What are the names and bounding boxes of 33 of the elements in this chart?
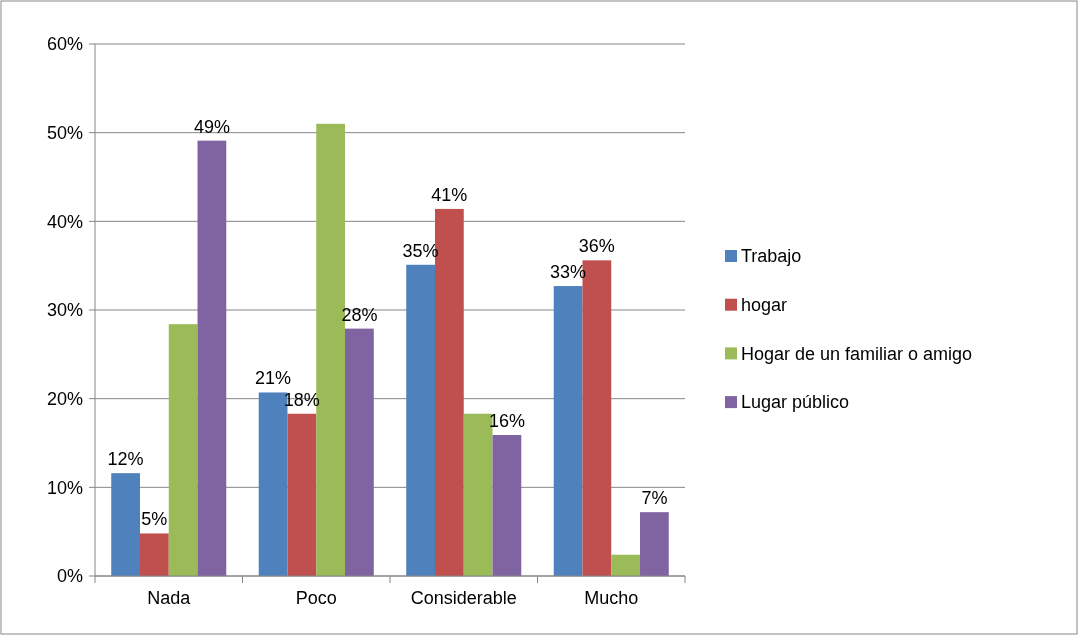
bar	[553, 286, 583, 576]
y-tick-label: 0%	[56, 566, 83, 587]
bar	[611, 554, 641, 576]
x-tick-label: Nada	[147, 588, 192, 608]
bar	[492, 435, 522, 576]
legend-label: hogar	[741, 295, 788, 315]
y-tick-label: 20%	[46, 388, 83, 409]
bar	[168, 324, 198, 576]
x-tick-label: Mucho	[584, 588, 639, 608]
data-label: 5%	[141, 509, 168, 530]
y-tick-label: 60%	[46, 34, 83, 55]
y-tick-label: 40%	[46, 211, 83, 232]
x-tick-label: Considerable	[410, 588, 517, 608]
data-label: 41%	[431, 184, 468, 205]
legend-label: Hogar de un familiar o amigo	[741, 343, 973, 364]
bar	[197, 140, 227, 576]
data-label: 7%	[641, 488, 668, 509]
bar	[406, 264, 435, 576]
bar	[139, 533, 169, 576]
data-label: 12%	[107, 449, 144, 470]
y-tick-label: 10%	[46, 477, 83, 498]
legend-label: Trabajo	[741, 246, 802, 267]
y-tick-label: 50%	[46, 122, 83, 143]
data-label: 36%	[578, 236, 615, 257]
data-label: 21%	[255, 368, 292, 389]
y-tick-label: 30%	[46, 300, 83, 321]
bar	[111, 473, 140, 576]
data-label: 49%	[193, 116, 230, 137]
x-tick-label: Poco	[295, 588, 337, 608]
bar	[345, 328, 374, 576]
bar	[287, 413, 317, 576]
bar	[640, 512, 669, 576]
legend-label: Lugar público	[741, 392, 850, 413]
